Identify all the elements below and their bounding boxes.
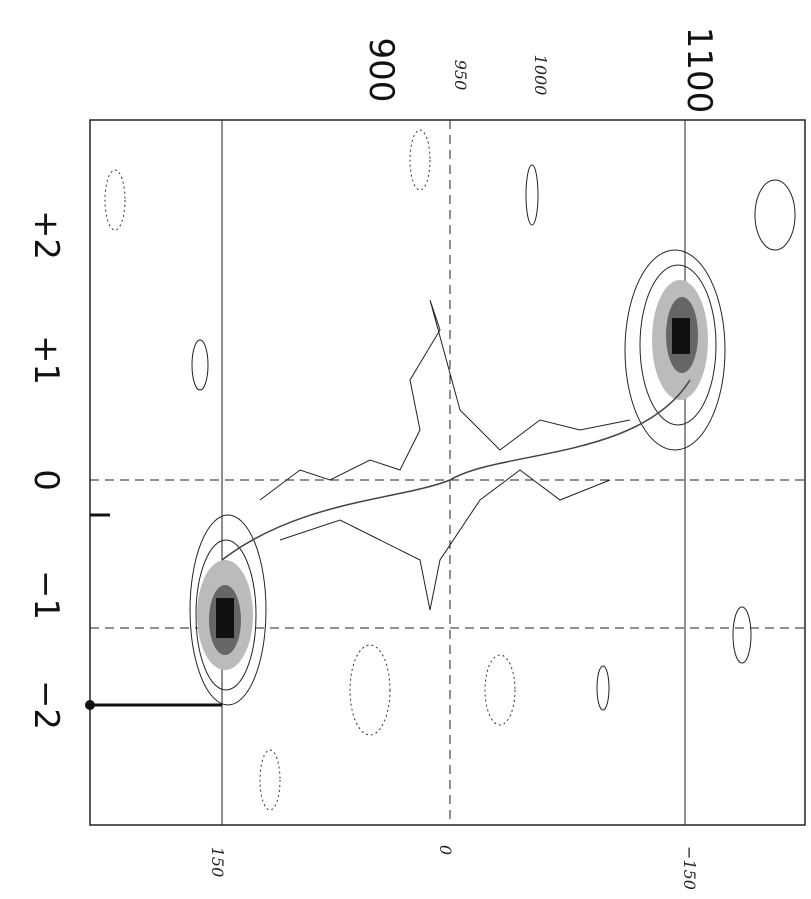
bottom-label: −150	[680, 846, 699, 890]
contour	[754, 179, 796, 251]
model-curve	[221, 379, 691, 561]
emission	[672, 318, 690, 354]
neg-contour	[259, 749, 281, 811]
contour	[279, 469, 611, 611]
left-label: −1	[26, 570, 66, 620]
neg-contour	[484, 654, 516, 726]
contour	[195, 539, 257, 691]
left-label: +2	[26, 210, 66, 260]
bottom-label: 150	[208, 847, 227, 878]
top-label: 950	[451, 60, 470, 91]
contour	[189, 514, 267, 706]
top-label: 1100	[679, 27, 719, 114]
hand-mark	[85, 700, 95, 710]
contour	[259, 299, 631, 501]
bottom-label: 0	[436, 845, 455, 855]
contour	[639, 264, 717, 426]
left-label: +1	[26, 335, 66, 385]
frame	[89, 119, 806, 826]
top-label: 1000	[531, 55, 550, 96]
contour	[525, 164, 539, 226]
contour	[732, 606, 752, 664]
contour	[624, 249, 726, 451]
left-label: 0	[26, 469, 66, 491]
emission	[216, 598, 234, 638]
neg-contour	[409, 129, 431, 191]
contour	[191, 339, 209, 391]
neg-contour	[349, 644, 391, 736]
top-label: 900	[361, 38, 401, 103]
neg-contour	[104, 169, 126, 231]
left-label: −2	[26, 680, 66, 730]
contour	[596, 665, 610, 711]
